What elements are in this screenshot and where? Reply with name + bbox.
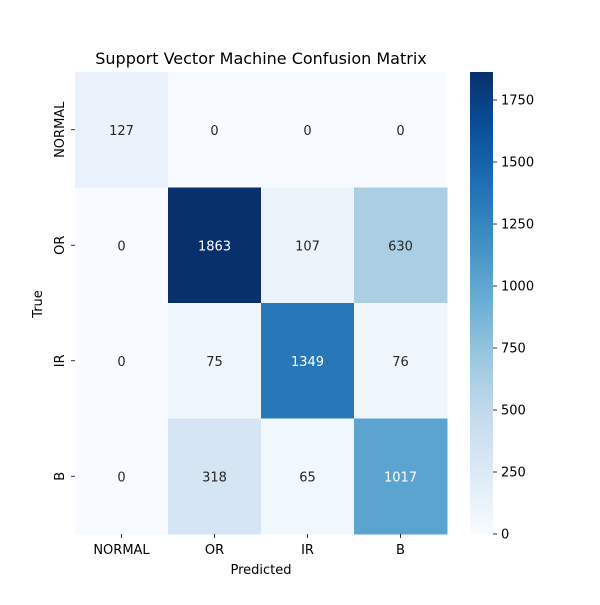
heatmap-cell bbox=[75, 418, 169, 535]
colorbar-tick-label: 1750 bbox=[501, 94, 534, 109]
heatmap-cell bbox=[168, 187, 262, 304]
cell-value-label: 76 bbox=[392, 355, 409, 370]
heatmap-cell bbox=[354, 187, 448, 304]
heatmap-cell bbox=[168, 72, 262, 188]
colorbar-tick-label: 250 bbox=[501, 466, 526, 481]
heatmap-cell bbox=[261, 303, 355, 419]
cell-value-label: 0 bbox=[117, 470, 125, 485]
heatmap-cell bbox=[261, 418, 355, 535]
cell-value-label: 107 bbox=[295, 239, 320, 254]
heatmap-cell bbox=[168, 303, 262, 419]
y-axis-label: True bbox=[31, 290, 46, 319]
heatmap-cell bbox=[75, 303, 169, 419]
colorbar-tick-label: 1500 bbox=[501, 156, 534, 171]
x-tick-label: OR bbox=[205, 543, 224, 558]
colorbar-tick-label: 500 bbox=[501, 404, 526, 419]
colorbar-tick-label: 1250 bbox=[501, 218, 534, 233]
heatmap-cell bbox=[75, 187, 169, 304]
y-tick-label: IR bbox=[53, 354, 68, 367]
y-tick-label: B bbox=[53, 472, 68, 481]
x-tick-label: NORMAL bbox=[93, 543, 150, 558]
heatmap-cells bbox=[75, 72, 448, 535]
cell-value-label: 127 bbox=[109, 124, 134, 139]
cell-value-label: 630 bbox=[388, 239, 413, 254]
chart-title: Support Vector Machine Confusion Matrix bbox=[95, 49, 427, 68]
x-tick-label: IR bbox=[301, 543, 314, 558]
y-axis: NORMAL OR IR B bbox=[53, 101, 75, 481]
cell-value-label: 0 bbox=[210, 124, 218, 139]
heatmap-cell bbox=[354, 303, 448, 419]
heatmap-cell bbox=[261, 72, 355, 188]
colorbar: 0 250 500 750 1000 1250 1500 1750 bbox=[470, 72, 534, 543]
colorbar-tick-label: 0 bbox=[501, 528, 509, 543]
heatmap-cell bbox=[75, 72, 169, 188]
cell-value-label: 75 bbox=[206, 355, 223, 370]
heatmap-cell bbox=[354, 72, 448, 188]
cell-value-label: 1863 bbox=[198, 239, 231, 254]
x-axis-label: Predicted bbox=[230, 563, 291, 578]
colorbar-tick-label: 750 bbox=[501, 342, 526, 357]
heatmap-cell bbox=[354, 418, 448, 535]
cell-value-label: 0 bbox=[117, 355, 125, 370]
y-tick-label: OR bbox=[53, 236, 68, 255]
heatmap-cell bbox=[261, 187, 355, 304]
cell-value-label: 1017 bbox=[384, 470, 417, 485]
colorbar-tick-label: 1000 bbox=[501, 280, 534, 295]
heatmap-cell bbox=[168, 418, 262, 535]
cell-value-label: 1349 bbox=[291, 355, 324, 370]
cell-value-label: 318 bbox=[202, 470, 227, 485]
x-tick-label: B bbox=[396, 543, 405, 558]
cell-value-label: 0 bbox=[396, 124, 404, 139]
colorbar-gradient bbox=[470, 72, 493, 534]
cell-value-label: 65 bbox=[299, 470, 316, 485]
y-tick-label: NORMAL bbox=[53, 101, 68, 158]
x-axis: NORMAL OR IR B bbox=[93, 534, 405, 558]
cell-value-label: 0 bbox=[303, 124, 311, 139]
cell-value-label: 0 bbox=[117, 239, 125, 254]
heatmap-cell-labels: 127 0 0 0 0 1863 107 630 0 75 1349 76 0 318 65 1017 bbox=[109, 124, 417, 486]
